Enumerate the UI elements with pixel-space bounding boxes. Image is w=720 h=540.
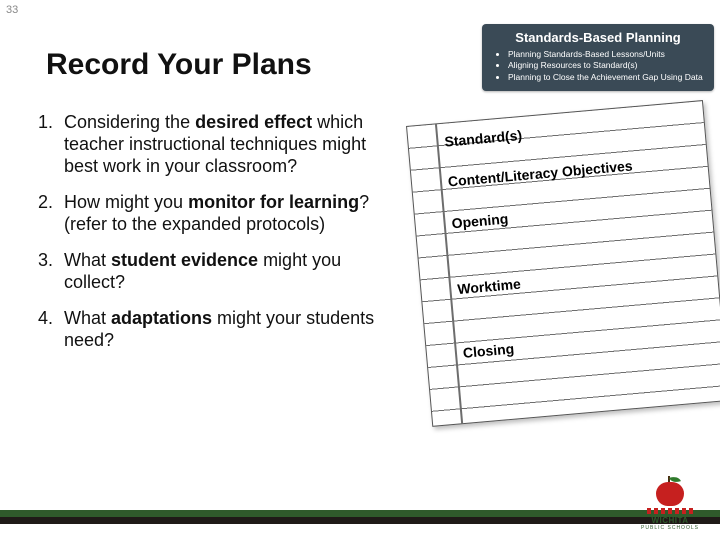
logo-subtext: PUBLIC SCHOOLS <box>638 525 702 531</box>
question-emphasis: monitor for learning <box>188 192 359 212</box>
notecard-label-content: Content/Literacy Objectives <box>447 157 633 189</box>
notecard-label-worktime: Worktime <box>457 276 522 297</box>
badge-bullet: Planning to Close the Achievement Gap Us… <box>508 72 704 83</box>
badge-list: Planning Standards-Based Lessons/Units A… <box>492 49 704 83</box>
question-text: How might you <box>64 192 188 212</box>
question-emphasis: adaptations <box>111 308 212 328</box>
notecard-label-standard: Standard(s) <box>444 127 523 150</box>
question-item: Considering the desired effect which tea… <box>58 112 384 178</box>
apple-icon <box>656 480 684 506</box>
footer-rail-dark <box>0 517 720 524</box>
question-text: What <box>64 308 111 328</box>
question-emphasis: desired effect <box>195 112 312 132</box>
notecard-margin <box>435 124 463 423</box>
slide: 33 Record Your Plans Standards-Based Pla… <box>0 0 720 540</box>
footer-rail-green <box>0 510 720 517</box>
question-emphasis: student evidence <box>111 250 258 270</box>
wichita-logo: WICHITA PUBLIC SCHOOLS <box>638 480 702 536</box>
question-item: How might you monitor for learning? (ref… <box>58 192 384 236</box>
question-item: What student evidence might you collect? <box>58 250 384 294</box>
logo-bars-icon <box>638 508 702 514</box>
question-text: What <box>64 250 111 270</box>
slide-number: 33 <box>6 4 18 16</box>
badge-bullet: Aligning Resources to Standard(s) <box>508 60 704 71</box>
logo-text: WICHITA <box>638 516 702 525</box>
notecard-paper: Standard(s) Content/Literacy Objectives … <box>406 100 720 427</box>
apple-body-icon <box>656 482 684 506</box>
plan-notecard: Standard(s) Content/Literacy Objectives … <box>406 100 720 425</box>
question-item: What adaptations might your students nee… <box>58 308 384 352</box>
badge-bullet: Planning Standards-Based Lessons/Units <box>508 49 704 60</box>
notecard-label-closing: Closing <box>462 340 515 360</box>
notecard-label-opening: Opening <box>451 210 509 231</box>
page-title: Record Your Plans <box>46 48 312 82</box>
question-text: Considering the <box>64 112 195 132</box>
badge-title: Standards-Based Planning <box>492 30 704 45</box>
footer-rail <box>0 510 720 526</box>
standards-badge: Standards-Based Planning Planning Standa… <box>482 24 714 91</box>
question-list: Considering the desired effect which tea… <box>32 112 384 366</box>
